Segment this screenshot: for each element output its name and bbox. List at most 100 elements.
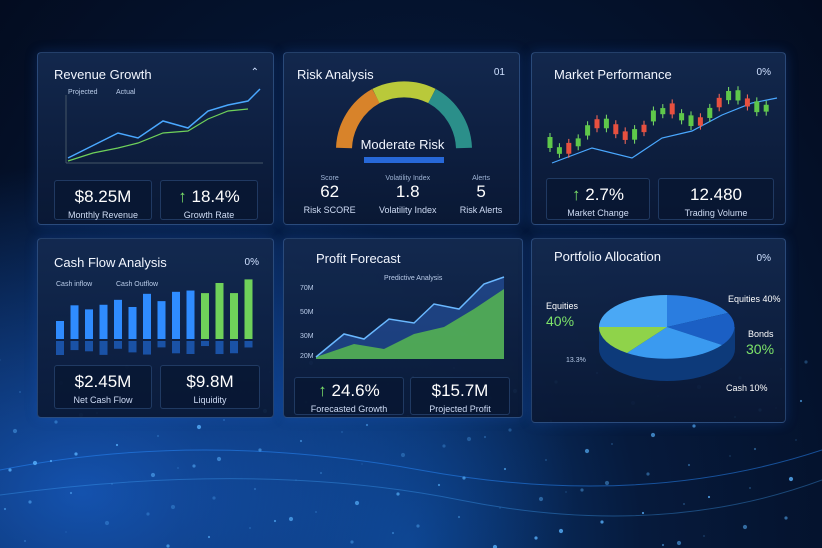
- label: Revenue Growth: [54, 67, 152, 82]
- decoration: [667, 313, 735, 345]
- decoration: [646, 472, 650, 476]
- label: Predictive Analysis: [384, 275, 443, 282]
- label: Profit Forecast: [316, 251, 401, 266]
- decoration: [230, 293, 238, 339]
- label: 20M: [300, 353, 314, 360]
- decoration: [508, 428, 512, 432]
- label: 1.8: [395, 182, 420, 201]
- decoration: [49, 459, 53, 463]
- decoration: [687, 463, 691, 467]
- decoration: [676, 540, 682, 546]
- label: 30%: [746, 341, 775, 357]
- decoration: [594, 119, 600, 129]
- decoration: [632, 129, 638, 140]
- decoration: [703, 535, 705, 537]
- label: Moderate Risk: [360, 137, 445, 152]
- stat: 12.480 Trading Volume: [658, 178, 774, 220]
- label: Bonds: [748, 329, 774, 339]
- panel: Profit Forecast Predictive Analysis 70M …: [283, 238, 523, 418]
- label: Score: [320, 175, 339, 182]
- decoration: [115, 443, 119, 447]
- decoration: [32, 460, 38, 466]
- decoration: [735, 90, 741, 101]
- label: $9.8M: [186, 372, 234, 391]
- label: 01: [493, 67, 505, 78]
- decoration: [0, 359, 1, 361]
- decoration: [622, 131, 628, 140]
- decoration: [128, 306, 137, 339]
- decoration: [69, 491, 73, 495]
- decoration: [192, 464, 196, 468]
- decoration: [641, 124, 647, 133]
- decoration: [749, 487, 751, 489]
- decoration: [258, 448, 262, 452]
- decoration: [157, 301, 166, 339]
- label: Net Cash Flow: [73, 395, 133, 405]
- decoration: [365, 423, 369, 427]
- decoration: [99, 341, 108, 355]
- label: Risk SCORE: [303, 205, 356, 215]
- decoration: [215, 341, 224, 355]
- label: Risk Analysis: [297, 67, 374, 82]
- line-chart: [65, 88, 263, 164]
- decoration: [611, 443, 613, 445]
- decoration: [12, 428, 18, 434]
- decoration: [545, 459, 547, 461]
- label: Portfolio Allocation: [554, 249, 661, 264]
- decoration: [547, 137, 553, 148]
- decoration: [8, 468, 12, 472]
- label: Alerts: [472, 175, 490, 182]
- decoration: [70, 341, 79, 351]
- decoration: [565, 491, 567, 493]
- decoration: [166, 544, 170, 548]
- decoration: [788, 476, 794, 482]
- decoration: [396, 492, 400, 496]
- stat: Alerts 5 Risk Alerts: [460, 175, 503, 215]
- label: 70M: [300, 285, 314, 292]
- label: 0%: [756, 67, 771, 78]
- label: 13.3%: [566, 357, 586, 364]
- decoration: [575, 138, 581, 147]
- label: Risk Alerts: [459, 205, 503, 215]
- decoration: [295, 479, 297, 481]
- decoration: [56, 341, 64, 355]
- decoration: [556, 147, 562, 154]
- panel: Risk Analysis 01 Moderate Risk Score 62 Ri…: [283, 52, 520, 225]
- decoration: ↑ 2.7%: [547, 185, 649, 205]
- decoration: [350, 540, 354, 544]
- decoration: [104, 520, 110, 526]
- decoration: [462, 476, 466, 480]
- label: 62: [320, 182, 340, 201]
- decoration: [67, 88, 261, 159]
- decoration: [534, 536, 538, 540]
- label: 2.7%: [585, 185, 624, 204]
- decoration: [400, 452, 406, 458]
- decoration: [143, 341, 151, 355]
- decoration: [598, 327, 667, 353]
- label: 50M: [300, 309, 314, 316]
- decoration: [128, 341, 137, 353]
- decoration: [799, 399, 803, 403]
- decoration: [3, 507, 7, 511]
- stat: $15.7M Projected Profit: [410, 377, 510, 415]
- stats-row: Score 62 Risk SCORE Volatility Index 1.8 Vol…: [292, 175, 514, 215]
- decoration: [457, 515, 461, 519]
- decoration: ↑ 24.6%: [295, 381, 403, 401]
- decoration: [650, 110, 656, 122]
- decoration: [170, 504, 176, 510]
- stat: $2.45M Net Cash Flow: [54, 365, 152, 409]
- decoration: [172, 291, 180, 339]
- label: 30M: [300, 333, 314, 340]
- decoration: [0, 478, 822, 517]
- stat: ↑ 18.4% Growth Rate: [160, 180, 258, 220]
- decoration: [0, 449, 822, 487]
- label: Growth Rate: [183, 210, 235, 220]
- label: Equities 40%: [728, 294, 781, 304]
- decoration: [249, 527, 251, 529]
- label: Volatility Index: [378, 205, 437, 215]
- gauge: [336, 81, 472, 163]
- decoration: [111, 483, 113, 485]
- decoration: [230, 341, 238, 354]
- decoration: [177, 467, 179, 469]
